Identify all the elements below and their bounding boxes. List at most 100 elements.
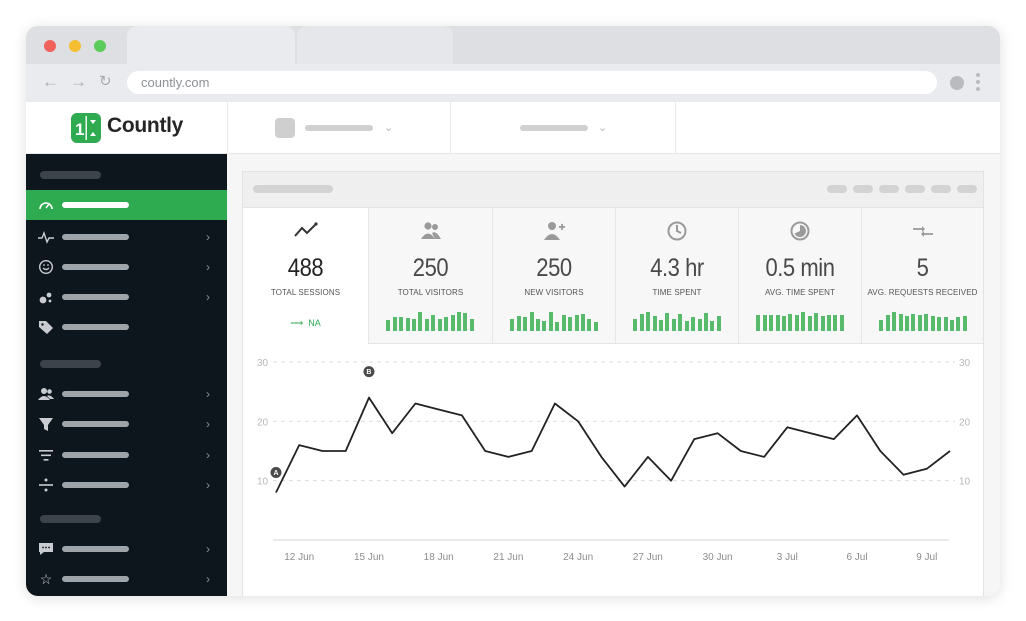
- sparkbar: [949, 320, 954, 331]
- date-selector[interactable]: ⌄: [450, 102, 676, 153]
- tag-icon: [38, 318, 54, 336]
- browser-tab-active[interactable]: [127, 26, 295, 64]
- annotation-label: A: [273, 470, 278, 477]
- sidebar-item-filters[interactable]: ›: [26, 440, 227, 470]
- browser-tab-inactive[interactable]: [297, 26, 453, 64]
- bubbles-icon: [38, 288, 54, 306]
- funnel-icon: [38, 415, 54, 433]
- sparkbar: [697, 319, 702, 331]
- sparkbar: [399, 317, 404, 331]
- sidebar-item-users[interactable]: ›: [26, 379, 227, 409]
- annotation-marker: [363, 366, 375, 378]
- sidebar-item-label: [62, 576, 129, 582]
- sidebar-item-feedback[interactable]: ›: [26, 252, 227, 282]
- sparkbar: [529, 312, 534, 331]
- brand-name: Countly: [107, 114, 184, 137]
- app-header: 1 Countly ⌄ ⌄: [26, 102, 1000, 154]
- x-tick-label: 27 Jun: [633, 552, 663, 563]
- sidebar-item-label: [62, 202, 129, 208]
- metric-label: NEW VISITORS: [524, 288, 584, 297]
- user-plus-icon: [493, 220, 615, 242]
- maximize-window-button[interactable]: [94, 40, 106, 52]
- sidebar-section-heading: [40, 171, 101, 179]
- sidebar-item-label: [62, 264, 129, 270]
- sparkbar: [523, 317, 528, 331]
- sparkbar: [392, 317, 397, 331]
- minimize-window-button[interactable]: [69, 40, 81, 52]
- sparkbar: [469, 319, 474, 331]
- sidebar-section-heading: [40, 515, 101, 523]
- sparkbar: [463, 313, 468, 331]
- x-tick-label: 9 Jul: [916, 552, 937, 563]
- metric-time-spent[interactable]: 4.3 hr TIME SPENT: [616, 208, 739, 344]
- sidebar-item-funnels[interactable]: ›: [26, 409, 227, 439]
- sparkbar: [924, 314, 929, 331]
- sidebar-item-segments[interactable]: ›: [26, 470, 227, 500]
- sidebar-item-events[interactable]: ›: [26, 282, 227, 312]
- metric-total-visitors[interactable]: 250 TOTAL VISITORS: [369, 208, 493, 344]
- app-icon: [275, 118, 295, 138]
- sidebar-item-dashboard[interactable]: [26, 190, 227, 220]
- users-icon: [369, 220, 492, 242]
- metric-sparkbars: [385, 311, 475, 331]
- browser-menu-icon[interactable]: [976, 73, 980, 94]
- sparkbar: [678, 314, 683, 331]
- x-tick-label: 6 Jul: [846, 552, 867, 563]
- metric-sparkbars: [878, 311, 968, 331]
- x-tick-label: 3 Jul: [777, 552, 798, 563]
- profile-icon[interactable]: [950, 76, 964, 90]
- x-tick-label: 15 Jun: [354, 552, 384, 563]
- sidebar: › › › ›: [26, 154, 227, 596]
- panel-control[interactable]: [827, 185, 847, 193]
- sidebar-item-analytics[interactable]: ›: [26, 222, 227, 252]
- arrows-merge-icon: [862, 220, 983, 242]
- metric-total-sessions[interactable]: 488 TOTAL SESSIONS ⟶ NA: [243, 208, 369, 344]
- sparkbar: [820, 316, 825, 331]
- sidebar-item-tags[interactable]: [26, 312, 227, 342]
- chevron-right-icon: ›: [206, 572, 210, 586]
- sparkbar: [814, 313, 819, 331]
- metric-new-visitors[interactable]: 250 NEW VISITORS: [493, 208, 616, 344]
- panel-control[interactable]: [879, 185, 899, 193]
- close-window-button[interactable]: [44, 40, 56, 52]
- metric-value: 488: [287, 254, 324, 282]
- metric-avg-requests[interactable]: 5 AVG. REQUESTS RECEIVED: [862, 208, 983, 344]
- sidebar-item-label: [62, 294, 129, 300]
- url-field[interactable]: countly.com: [127, 71, 937, 94]
- sparkbar: [593, 322, 598, 331]
- sparkbar: [879, 320, 884, 331]
- logo[interactable]: 1 Countly: [26, 102, 228, 153]
- sparkbar: [411, 319, 416, 331]
- sidebar-item-messaging[interactable]: ›: [26, 534, 227, 564]
- sparkbar: [587, 319, 592, 331]
- reload-icon[interactable]: ↻: [99, 73, 112, 90]
- forward-icon[interactable]: →: [70, 72, 87, 91]
- panel-control[interactable]: [957, 185, 977, 193]
- sparkbar: [833, 315, 838, 331]
- sparkbar: [444, 317, 449, 331]
- metric-label: TOTAL VISITORS: [397, 288, 464, 297]
- address-bar: ← → ↻ countly.com: [26, 64, 1000, 102]
- sparkbar: [418, 312, 423, 331]
- metric-avg-time-spent[interactable]: 0.5 min AVG. TIME SPENT: [739, 208, 862, 344]
- panel-control[interactable]: [905, 185, 925, 193]
- back-icon[interactable]: ←: [42, 72, 59, 91]
- app-selector[interactable]: ⌄: [227, 102, 451, 153]
- sidebar-item-label: [62, 391, 129, 397]
- panel-control[interactable]: [931, 185, 951, 193]
- sidebar-item-ratings[interactable]: ☆ ›: [26, 564, 227, 594]
- chevron-right-icon: ›: [206, 387, 210, 401]
- metric-sparkbars: [755, 311, 845, 331]
- sparkbar: [962, 316, 967, 331]
- panel-control[interactable]: [853, 185, 873, 193]
- y-tick-label-right: 30: [959, 358, 971, 369]
- chevron-down-icon: ⌄: [384, 122, 394, 134]
- browser-window: ← → ↻ countly.com 1 Countly ⌄ ⌄: [26, 26, 1000, 596]
- sparkbar: [671, 319, 676, 331]
- sparkbar: [568, 317, 573, 331]
- chevron-down-icon: ⌄: [598, 122, 608, 134]
- sparkbar: [535, 319, 540, 331]
- sparkbar: [775, 315, 780, 331]
- sparkbar: [542, 321, 547, 331]
- sparkbar: [885, 315, 890, 331]
